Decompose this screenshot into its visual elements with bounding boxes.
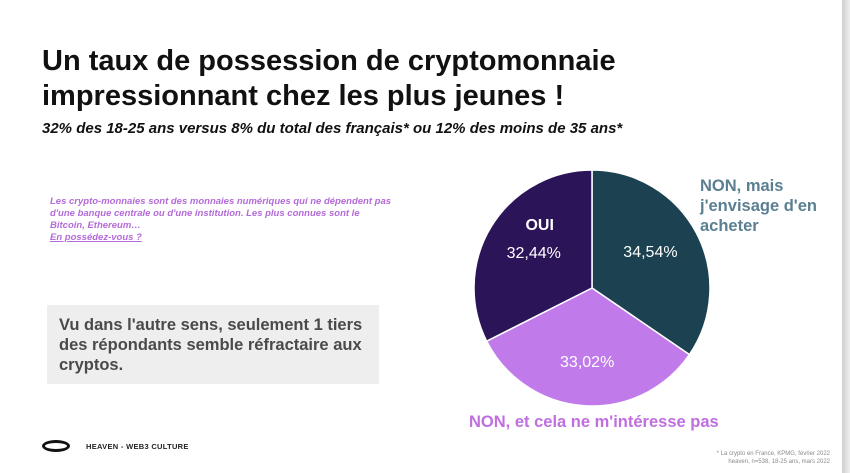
pie-slice (485, 287, 691, 407)
pie-value-label: 33,02% (560, 354, 614, 371)
pie-value-label: 32,44% (507, 245, 561, 262)
pie-slice (473, 169, 593, 343)
pie-slice (591, 169, 711, 356)
heaven-logo (42, 440, 70, 452)
title-line-1: Un taux de possession de cryptomonnaie (42, 45, 616, 77)
source-note: * La crypto en France, KPMG, février 202… (570, 450, 830, 466)
pie-value-label: 34,54% (623, 244, 677, 261)
slide-edge-shadow (842, 0, 850, 473)
pie-chart: 34,54% 33,02% 32,44% OUI (473, 169, 711, 407)
source-line-1: * La crypto en France, KPMG, février 202… (716, 451, 830, 457)
label-non-pas: NON, et cela ne m'intéresse pas (469, 413, 719, 431)
page-subtitle: 32% des 18-25 ans versus 8% du total des… (42, 120, 623, 137)
source-line-2: heaven, n=538, 18-25 ans, mars 2022 (728, 459, 830, 465)
pie-category-label: OUI (525, 217, 553, 234)
label-non-mais: NON, mais j'envisage d'en acheter (700, 177, 817, 235)
page-title: Un taux de possession de cryptomonnaie i… (42, 44, 762, 114)
definition-text: Les crypto-monnaies sont des monnaies nu… (50, 196, 395, 244)
callout-box: Vu dans l'autre sens, seulement 1 tiers … (47, 305, 379, 384)
definition-body: Les crypto-monnaies sont des monnaies nu… (50, 196, 392, 231)
callout-text: Vu dans l'autre sens, seulement 1 tiers … (59, 316, 363, 374)
title-line-2: impressionnant chez les plus jeunes ! (42, 80, 565, 112)
brand-name: HEAVEN - WEB3 CULTURE (86, 442, 189, 451)
survey-question: En possédez-vous ? (50, 232, 142, 243)
